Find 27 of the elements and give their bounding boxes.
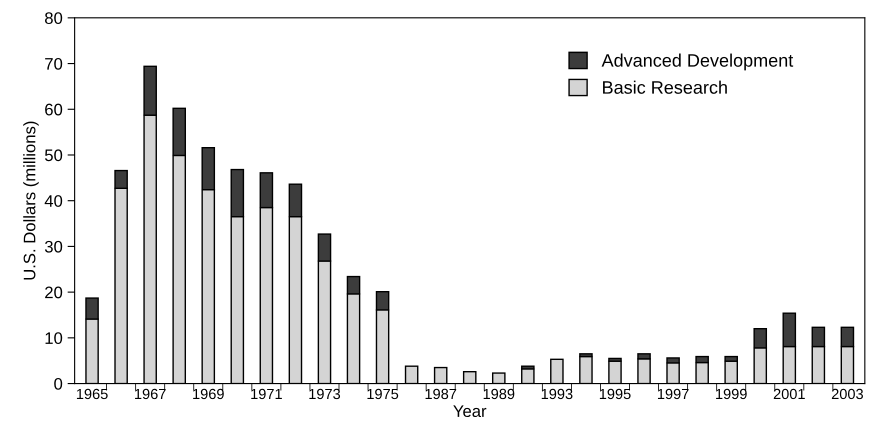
- x-tick-label: 1973: [309, 388, 340, 400]
- x-tick-label: 1993: [542, 388, 572, 400]
- y-tick-label: 40: [44, 195, 62, 207]
- y-tick-label: 20: [45, 286, 62, 298]
- y-tick-label: 50: [44, 149, 62, 162]
- y-tick-label: 80: [45, 12, 62, 24]
- x-tick-label: 1989: [484, 388, 514, 400]
- x-tick-label: 2001: [774, 388, 805, 400]
- x-tick-label: 2003: [832, 388, 863, 400]
- x-tick-label: 1997: [658, 388, 689, 400]
- x-tick-label: 1999: [716, 388, 747, 400]
- x-tick-label: 1987: [426, 388, 456, 400]
- x-tick-label: 1995: [600, 388, 631, 400]
- y-axis-title: U.S. Dollars (millions): [23, 122, 39, 280]
- x-tick-label: 1967: [135, 388, 166, 400]
- x-tick-label: 1975: [367, 388, 398, 400]
- x-axis-title: Year: [453, 405, 486, 418]
- y-tick-label: 30: [44, 240, 62, 253]
- x-tick-label: 1965: [76, 388, 108, 400]
- y-tick-label: 70: [45, 58, 62, 70]
- y-tick-label: 60: [45, 104, 62, 116]
- y-tick-label: 10: [46, 332, 62, 344]
- x-tick-label: 1971: [251, 388, 282, 400]
- legend-label: Basic Research: [603, 80, 727, 94]
- y-tick-label: 0: [54, 378, 62, 390]
- x-tick-label: 1969: [193, 388, 224, 400]
- legend-label: Advanced Development: [602, 54, 794, 70]
